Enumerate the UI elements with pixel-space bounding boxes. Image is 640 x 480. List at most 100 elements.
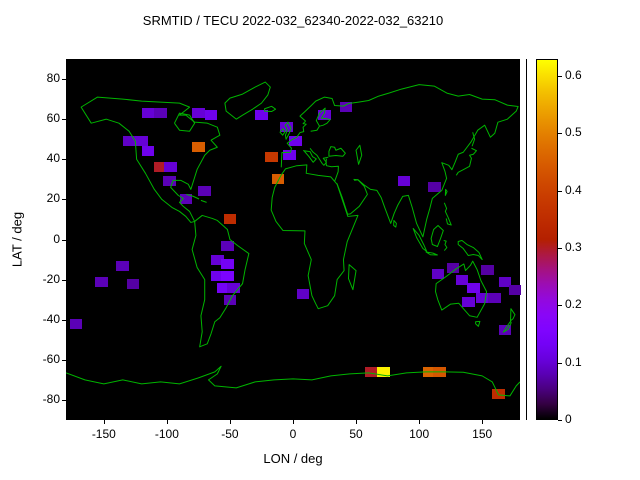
y-tick-label: 60 [46,111,60,126]
heatmap-cell [164,162,177,173]
colorbar-tick [558,190,562,192]
heatmap-cell [126,278,140,289]
colorbar-tick [558,362,562,364]
colorbar-tick [558,76,562,78]
heatmap-cell [280,122,293,133]
heatmap-cell [296,288,310,299]
heatmap-cell [432,366,446,377]
y-axis-tick [62,279,66,281]
colorbar-tick-label: 0.3 [565,240,582,255]
y-tick-label: 40 [46,151,60,166]
x-tick-label: -50 [221,427,239,441]
x-axis-tick [356,420,358,424]
heatmap-cell [227,282,241,293]
x-tick-label: -100 [154,427,179,441]
heatmap-cell [446,262,460,273]
colorbar-tick [558,305,562,307]
x-tick-label: 50 [349,427,363,441]
colorbar-tick [558,420,562,421]
x-axis-tick [103,420,105,424]
heatmap-cell [198,186,212,197]
colorbar-tick-label: 0 [565,412,572,426]
heatmap-cell [475,292,489,303]
heatmap-cell [318,110,331,121]
y-tick-label: 0 [53,231,60,246]
y-axis-tick [62,79,66,81]
heatmap-cell [431,268,445,279]
heatmap-cell [397,176,411,187]
colorbar-tick-label: 0.4 [565,182,582,197]
x-axis-tick [166,420,168,424]
y-tick-label: -40 [42,311,60,326]
heatmap-cell [122,136,136,147]
heatmap-cell [498,324,512,335]
colorbar-tick-label: 0.5 [565,125,582,140]
y-axis-tick [62,119,66,121]
chart-title: SRMTID / TECU 2022-032_62340-2022-032_63… [142,13,444,28]
heatmap-cell [204,110,218,121]
heatmap-cell [282,150,296,161]
y-tick-label: -60 [42,351,60,366]
x-axis-tick [419,420,421,424]
x-tick-label: -150 [91,427,116,441]
heatmap-cell [141,146,155,157]
y-tick-label: 20 [46,191,60,206]
y-axis-tick [62,319,66,321]
heatmap-cell [221,240,234,251]
heatmap-cell [377,366,391,377]
heatmap-cell [488,292,502,303]
x-tick-label: 0 [289,427,297,441]
heatmap-cell [467,282,480,293]
heatmap-cell [223,214,237,225]
heatmap-cell [271,174,285,185]
colorbar-tick [558,248,562,250]
x-axis-tick [293,420,294,424]
x-axis-tick [482,420,484,424]
heatmap-cell [192,108,205,119]
y-axis-tick [62,359,66,361]
y-axis-tick [62,239,66,241]
heatmap-cell [135,136,148,147]
x-tick-label: 100 [409,427,430,441]
x-axis-tick [229,420,231,424]
coastline-map [66,59,520,420]
y-axis-tick [62,399,66,401]
heatmap-cell [69,318,83,329]
x-tick-label: 150 [472,427,493,441]
heatmap-cell [427,182,441,193]
heatmap-cell [116,260,130,271]
heatmap-cell [154,108,167,119]
y-axis-tick [62,159,66,161]
heatmap-cell [498,276,512,287]
heatmap-cell [289,136,302,147]
y-tick-label: -80 [42,391,60,406]
plot-area [66,59,522,420]
heatmap-cell [179,194,193,205]
heatmap-cell [192,142,205,153]
heatmap-cell [265,152,278,163]
heatmap-cell [480,264,494,275]
y-tick-label: 80 [46,71,60,86]
colorbar-tick-label: 0.1 [565,354,582,369]
heatmap-cell [255,110,268,121]
colorbar-tick-label: 0.6 [565,68,582,83]
heatmap-cell [223,294,237,305]
heatmap-cell [141,108,155,119]
heatmap-cell [508,284,522,295]
y-tick-label: -20 [42,271,60,286]
heatmap-cell [95,276,108,287]
colorbar-separator-line [526,59,527,420]
heatmap-cell [364,366,378,377]
heatmap-cell [339,102,353,113]
heatmap-cell [492,388,505,399]
x-axis-label: LON / deg [263,451,323,466]
heatmap-cell [461,296,475,307]
heatmap-cell [221,270,234,281]
heatmap-cell [163,176,176,187]
colorbar-gradient [536,59,558,420]
heatmap-cell [221,258,234,269]
colorbar-tick-label: 0.2 [565,297,582,312]
y-axis-tick [62,199,66,201]
colorbar-tick [558,133,562,135]
